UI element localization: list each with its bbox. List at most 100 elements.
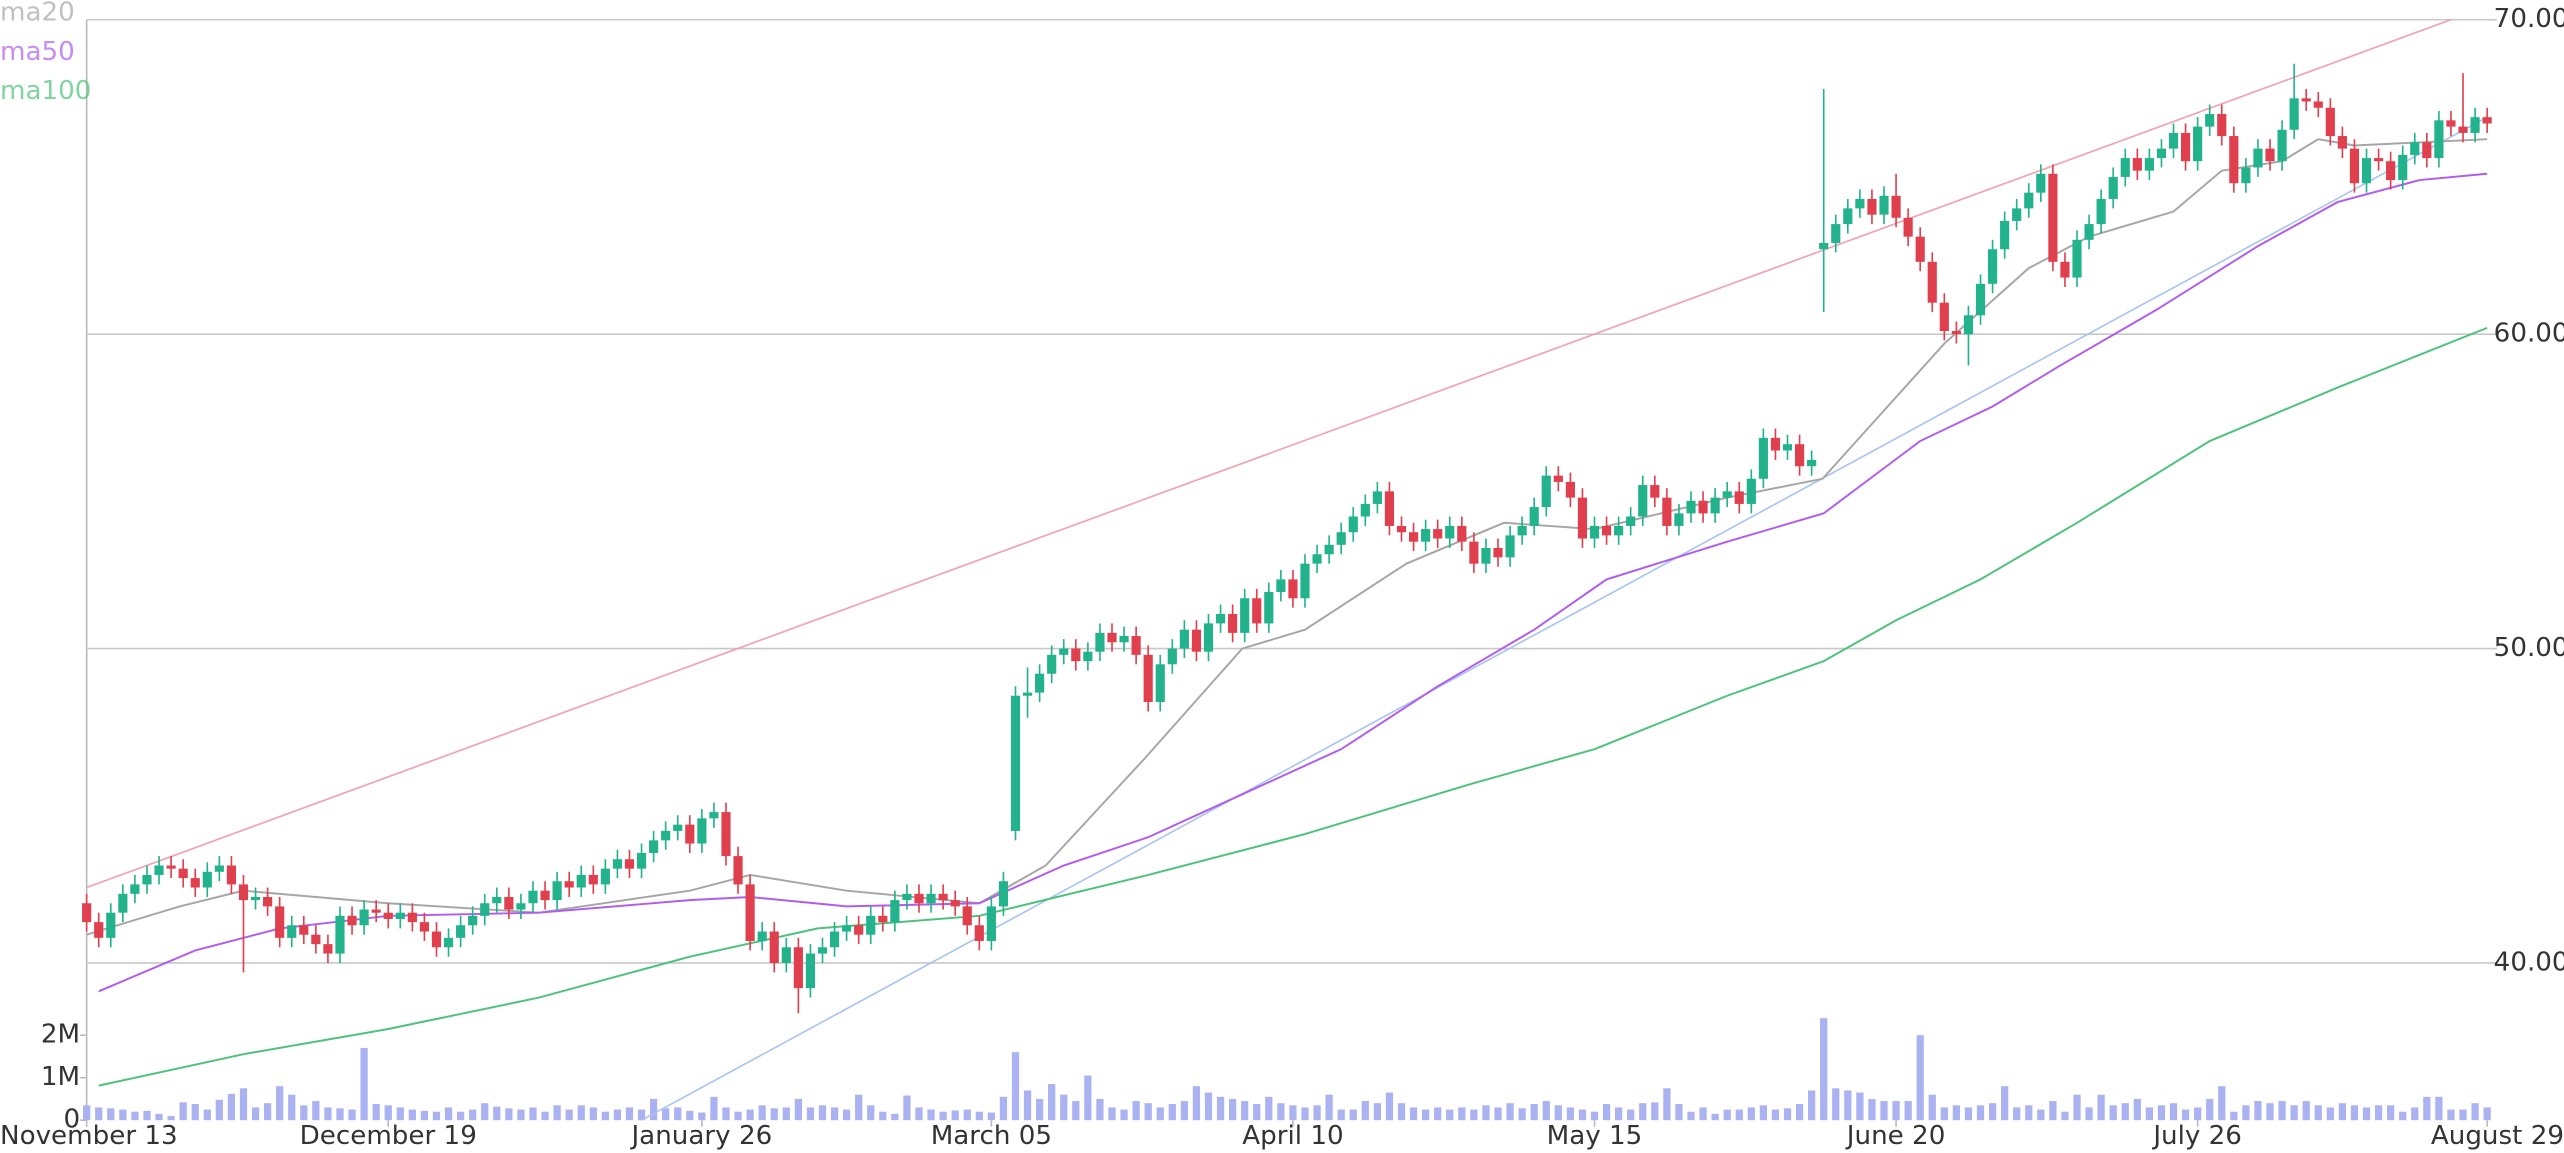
candle-body — [2289, 98, 2299, 130]
volume-bar — [927, 1109, 935, 1121]
candle-body — [1348, 516, 1358, 533]
candle-body — [1601, 525, 1612, 536]
volume-bar — [867, 1105, 875, 1121]
candle-body — [588, 874, 598, 885]
volume-bar — [674, 1107, 682, 1121]
volume-bar — [1518, 1108, 1526, 1121]
candle-body — [986, 906, 996, 941]
candle-body — [1903, 217, 1913, 237]
candle-body — [2313, 101, 2323, 108]
volume-bar — [263, 1103, 272, 1121]
volume-bar — [155, 1113, 163, 1121]
volume-bar — [2206, 1098, 2214, 1121]
volume-bar — [1940, 1107, 1948, 1121]
volume-bar — [324, 1107, 332, 1121]
volume-bar — [2302, 1101, 2310, 1121]
candle-body — [2180, 132, 2191, 162]
candle-body — [2120, 158, 2130, 177]
volume-bar — [215, 1099, 223, 1121]
volume-bar — [1808, 1090, 1816, 1121]
volume-bar — [1759, 1105, 1768, 1121]
volume-bar — [855, 1094, 863, 1121]
candle-body — [552, 881, 562, 901]
volume-bar — [987, 1112, 995, 1121]
candle-body — [238, 884, 249, 901]
candle-body — [2229, 136, 2239, 184]
volume-bar — [1289, 1105, 1297, 1121]
volume-bar — [2423, 1096, 2431, 1121]
candle-body — [287, 925, 297, 938]
volume-bar — [1723, 1109, 1731, 1121]
candle-body — [854, 925, 864, 935]
volume-bar — [903, 1095, 911, 1121]
volume-bar — [2037, 1109, 2045, 1121]
candle-body — [250, 896, 261, 901]
candle-body — [1010, 695, 1021, 831]
candle-body — [1083, 651, 1093, 662]
volume-bar — [2242, 1105, 2250, 1121]
volume-bar — [794, 1098, 802, 1121]
candle-body — [371, 909, 381, 913]
candle-body — [166, 865, 176, 869]
volume-bar — [2218, 1086, 2226, 1121]
candle-body — [118, 893, 128, 913]
y2-tick-label: 2M — [41, 1020, 80, 1050]
candle-body — [1951, 330, 1961, 335]
volume-bar — [1458, 1107, 1466, 1121]
candle-body — [649, 840, 659, 853]
candle-body — [890, 900, 900, 923]
volume-bar — [830, 1107, 839, 1121]
candle-body — [2072, 239, 2082, 278]
volume-bar — [2121, 1103, 2129, 1121]
volume-bar — [420, 1110, 429, 1121]
volume-bar — [589, 1107, 597, 1121]
volume-bar — [1663, 1088, 1671, 1121]
y-tick-label: 50.00 — [2494, 633, 2564, 663]
candle-body — [1228, 613, 1238, 633]
volume-bar — [1011, 1052, 1020, 1121]
candle-body — [504, 896, 514, 910]
candle-body — [1240, 598, 1250, 633]
candle-body — [1577, 497, 1588, 539]
volume-bar — [517, 1109, 525, 1121]
volume-bar — [1265, 1096, 1273, 1121]
candle-body — [311, 934, 321, 945]
volume-bar — [1313, 1105, 1321, 1121]
candle-body — [1975, 283, 1986, 316]
volume-bar — [469, 1109, 477, 1121]
volume-bar — [1023, 1090, 1032, 1121]
volume-bar — [300, 1105, 308, 1121]
candle-body — [2217, 114, 2227, 137]
volume-bar — [1976, 1105, 1985, 1121]
volume-bar — [408, 1109, 416, 1121]
volume-bar — [143, 1110, 151, 1121]
candle-body — [275, 906, 285, 938]
candle-body — [1505, 535, 1515, 558]
candle-body — [2253, 148, 2263, 168]
volume-bar — [2013, 1107, 2021, 1121]
candle-body — [516, 903, 526, 910]
volume-bar — [1144, 1103, 1152, 1121]
volume-bar — [1590, 1111, 1599, 1121]
candle-body — [1855, 198, 1865, 209]
candle-body — [842, 925, 852, 932]
candle-body — [1939, 302, 1949, 331]
candle-body — [1179, 629, 1189, 649]
volume-bar — [601, 1111, 609, 1121]
volume-bar — [1108, 1107, 1116, 1121]
x-tick-label: August 29 — [2431, 1121, 2564, 1151]
candle-body — [1035, 673, 1045, 693]
candle-body — [528, 890, 538, 904]
volume-bar — [251, 1107, 260, 1121]
candle-body — [299, 925, 309, 935]
legend-label: ma100 — [0, 76, 91, 106]
candle-body — [1734, 491, 1744, 504]
volume-bar — [2254, 1101, 2262, 1121]
candle-body — [1360, 503, 1370, 517]
volume-bar — [1301, 1107, 1309, 1121]
volume-bar — [1096, 1098, 1104, 1121]
volume-bar — [1844, 1090, 1852, 1121]
candle-body — [685, 824, 695, 844]
candle-body — [1022, 692, 1033, 696]
volume-bar — [553, 1105, 561, 1121]
